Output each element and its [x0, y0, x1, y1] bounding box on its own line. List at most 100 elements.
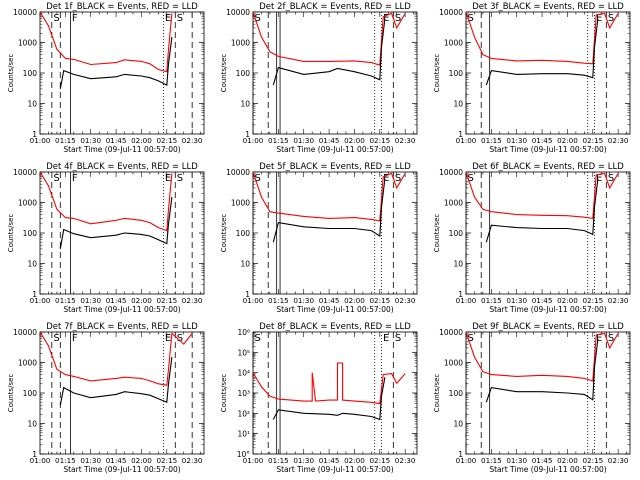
chart-title: Det 3f_BLACK = Events, RED = LLD — [472, 2, 624, 12]
x-tick-label: 02:15 — [582, 136, 603, 145]
x-tick-label: 02:30 — [608, 136, 629, 145]
y-tick-label: 10⁵ — [237, 348, 250, 357]
panel-8: Det 8f_BLACK = Events, RED = LLD 10° 10¹ 10… — [220, 322, 418, 474]
x-tick-label: 02:00 — [131, 456, 152, 465]
y-tick-label: 1 — [245, 130, 250, 139]
x-tick-label: 02:15 — [156, 136, 177, 145]
x-tick-label: 02:00 — [131, 136, 152, 145]
y-tick-label: 100 — [23, 69, 38, 78]
y-tick-label: 10⁶ — [237, 328, 250, 337]
event-marker-label: S — [608, 13, 614, 24]
x-tick-label: 02:00 — [557, 296, 578, 305]
x-axis-label: Start Time (09-Jul-11 00:57:00) — [276, 305, 393, 314]
event-marker-label: S — [255, 13, 261, 24]
x-tick-label: 01:15 — [268, 296, 289, 305]
x-tick-label: 02:00 — [344, 296, 365, 305]
series-line-red — [253, 362, 406, 405]
x-tick-label: 02:15 — [156, 296, 177, 305]
y-tick-label: 1000 — [444, 199, 463, 208]
x-tick-label: 01:45 — [532, 456, 553, 465]
x-tick-label: 01:15 — [481, 296, 502, 305]
y-axis-label: Counts/sec — [220, 374, 228, 413]
x-tick-label: 01:30 — [293, 456, 314, 465]
x-tick-label: 01:30 — [506, 296, 527, 305]
x-tick-label: 01:30 — [506, 456, 527, 465]
x-tick-label: 02:00 — [557, 456, 578, 465]
y-tick-label: 1000 — [18, 199, 37, 208]
event-marker-label: S — [608, 333, 614, 344]
series-line-red — [253, 12, 406, 66]
x-tick-label: 01:45 — [319, 296, 340, 305]
event-marker-label: S — [177, 173, 183, 184]
x-tick-label: 02:15 — [582, 296, 603, 305]
x-tick-label: 01:30 — [293, 136, 314, 145]
y-tick-label: 100 — [236, 229, 251, 238]
x-tick-label: 02:30 — [395, 456, 416, 465]
y-tick-label: 10 — [453, 100, 463, 109]
x-tick-label: 02:15 — [369, 136, 390, 145]
y-tick-label: 1 — [245, 290, 250, 299]
x-tick-label: 02:30 — [608, 296, 629, 305]
event-marker-label: S — [177, 333, 183, 344]
series-line-black — [272, 178, 386, 243]
event-marker-label: S — [53, 173, 59, 184]
x-tick-label: 01:00 — [456, 296, 477, 305]
x-tick-label: 01:30 — [80, 296, 101, 305]
x-axis-label: Start Time (09-Jul-11 00:57:00) — [63, 305, 180, 314]
chart-title: Det 7f_BLACK = Events, RED = LLD — [46, 322, 198, 332]
series-line-red — [466, 332, 619, 382]
x-tick-label: 01:30 — [80, 456, 101, 465]
x-tick-label: 01:15 — [55, 136, 76, 145]
x-tick-label: 01:45 — [319, 456, 340, 465]
y-tick-label: 1 — [32, 130, 37, 139]
event-marker-label: F — [72, 173, 78, 184]
y-tick-label: 10² — [237, 409, 250, 418]
chart-title: Det 9f_BLACK = Events, RED = LLD — [472, 322, 624, 332]
y-axis-label: Counts/sec — [220, 214, 228, 253]
y-tick-label: 10000 — [439, 8, 463, 17]
y-tick-label: 10⁴ — [237, 369, 250, 378]
event-marker-label: E — [596, 333, 602, 344]
y-tick-label: 10° — [237, 450, 251, 459]
y-tick-label: 10 — [453, 260, 463, 269]
y-tick-label: 1000 — [444, 39, 463, 48]
y-tick-label: 1000 — [231, 39, 250, 48]
x-tick-label: 02:30 — [608, 456, 629, 465]
y-tick-label: 10000 — [439, 168, 463, 177]
y-tick-label: 10 — [27, 100, 37, 109]
x-tick-label: 01:00 — [243, 136, 264, 145]
event-marker-label: F — [72, 333, 78, 344]
y-tick-label: 10 — [27, 420, 37, 429]
y-tick-label: 10000 — [226, 168, 250, 177]
y-tick-label: 100 — [23, 229, 38, 238]
x-tick-label: 01:00 — [30, 456, 51, 465]
x-axis-label: Start Time (09-Jul-11 00:57:00) — [489, 145, 606, 154]
event-marker-label: S — [177, 13, 183, 24]
series-line-black — [272, 377, 386, 421]
panel-2: Det 2f_BLACK = Events, RED = LLD 1 10 100 10… — [220, 2, 418, 154]
event-marker-label: S — [608, 173, 614, 184]
event-marker-label: E — [165, 173, 171, 184]
x-tick-label: 01:15 — [268, 136, 289, 145]
x-tick-label: 02:00 — [344, 456, 365, 465]
panel-3: Det 3f_BLACK = Events, RED = LLD 1 10 100 10… — [433, 2, 631, 154]
x-tick-label: 02:00 — [131, 296, 152, 305]
y-tick-label: 10000 — [226, 8, 250, 17]
x-axis-label: Start Time (09-Jul-11 00:57:00) — [276, 465, 393, 474]
x-tick-label: 01:15 — [268, 456, 289, 465]
series-line-black — [59, 37, 173, 90]
x-tick-label: 01:30 — [506, 136, 527, 145]
panel-5: Det 5f_BLACK = Events, RED = LLD 1 10 100 10… — [220, 162, 418, 314]
x-tick-label: 01:45 — [532, 136, 553, 145]
panel-7: Det 7f_BLACK = Events, RED = LLD 1 10 100 10… — [7, 322, 205, 474]
x-tick-label: 02:30 — [395, 136, 416, 145]
plot-frame — [252, 11, 418, 135]
series-line-black — [272, 18, 386, 86]
y-axis-label: Counts/sec — [7, 374, 15, 413]
x-tick-label: 02:15 — [582, 456, 603, 465]
x-tick-label: 01:30 — [80, 136, 101, 145]
event-marker-label: S — [395, 13, 401, 24]
x-axis-label: Start Time (09-Jul-11 00:57:00) — [276, 145, 393, 154]
x-tick-label: 01:15 — [55, 296, 76, 305]
